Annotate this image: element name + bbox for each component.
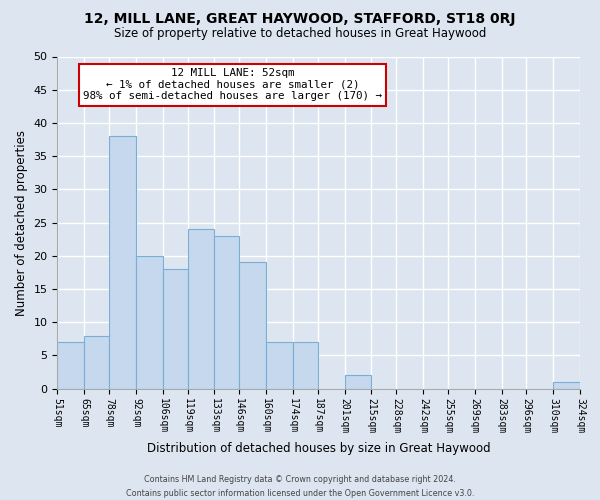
Bar	[344, 376, 371, 388]
Text: Contains HM Land Registry data © Crown copyright and database right 2024.
Contai: Contains HM Land Registry data © Crown c…	[126, 476, 474, 498]
Bar	[293, 342, 318, 388]
Bar	[163, 269, 188, 388]
Bar	[188, 229, 214, 388]
Y-axis label: Number of detached properties: Number of detached properties	[15, 130, 28, 316]
Bar	[58, 342, 84, 388]
Bar	[136, 256, 163, 388]
Text: Size of property relative to detached houses in Great Haywood: Size of property relative to detached ho…	[114, 28, 486, 40]
Bar	[214, 236, 239, 388]
Bar	[109, 136, 136, 388]
Bar	[553, 382, 580, 388]
Text: 12 MILL LANE: 52sqm
← 1% of detached houses are smaller (2)
98% of semi-detached: 12 MILL LANE: 52sqm ← 1% of detached hou…	[83, 68, 382, 102]
Bar	[84, 336, 109, 388]
Bar	[266, 342, 293, 388]
X-axis label: Distribution of detached houses by size in Great Haywood: Distribution of detached houses by size …	[147, 442, 491, 455]
Bar	[239, 262, 266, 388]
Text: 12, MILL LANE, GREAT HAYWOOD, STAFFORD, ST18 0RJ: 12, MILL LANE, GREAT HAYWOOD, STAFFORD, …	[84, 12, 516, 26]
